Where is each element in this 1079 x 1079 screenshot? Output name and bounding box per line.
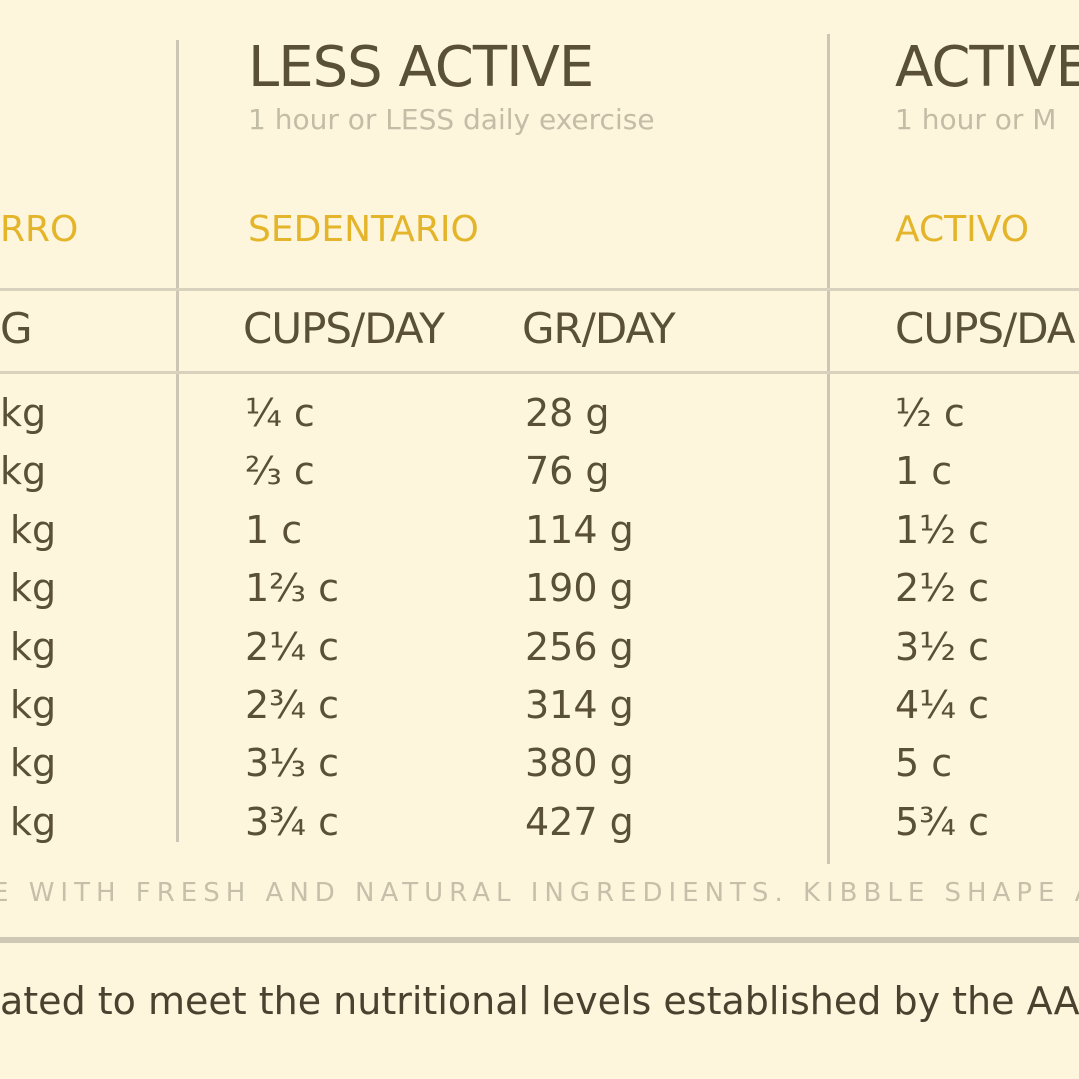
weight-cell: kg [0,449,47,494]
amount-cell: 256 g [525,624,634,669]
spanish-label: RRO [0,209,79,250]
column-divider [176,40,179,842]
row-divider [0,371,1079,374]
weight-cell: kg [10,799,57,844]
spanish-label: SEDENTARIO [248,209,479,250]
amount-cell: 1 c [895,449,953,494]
column-subtitle: 1 hour or M [895,103,1057,136]
spanish-label: ACTIVO [895,209,1030,250]
amount-cell: ½ c [895,391,965,435]
tagline: E WITH FRESH AND NATURAL INGREDIENTS. KI… [0,878,1079,908]
amount-cell: 3⅓ c [245,741,339,786]
amount-cell: 2¼ c [245,624,339,669]
amount-cell: 5¾ c [895,799,989,844]
row-divider [0,288,1079,291]
column-title: ACTIVE [895,35,1079,100]
weight-cell: kg [10,624,57,669]
amount-cell: 28 g [525,391,610,435]
amount-cell: ⅔ c [245,449,315,494]
weight-cell: kg [10,507,57,552]
amount-cell: 2¾ c [245,683,339,727]
statement: ated to meet the nutritional levels esta… [0,979,1079,1023]
amount-cell: 5 c [895,741,953,786]
amount-cell: 114 g [525,507,634,552]
weight-cell: kg [10,566,57,611]
amount-cell: 4¼ c [895,683,989,727]
amount-cell: 1 c [245,507,303,552]
unit-header: CUPS/DA [895,304,1076,353]
amount-cell: 2½ c [895,566,989,611]
column-title: LESS ACTIVE [248,35,594,100]
amount-cell: 427 g [525,799,634,844]
unit-header: CUPS/DAY [243,304,445,353]
amount-cell: 3¾ c [245,799,339,844]
amount-cell: ¼ c [245,391,315,435]
amount-cell: 314 g [525,683,634,727]
weight-cell: kg [10,683,57,727]
amount-cell: 3½ c [895,624,989,669]
footer-rule [0,937,1079,943]
amount-cell: 190 g [525,566,634,611]
column-divider [827,34,830,864]
unit-header: GR/DAY [522,304,676,353]
column-subtitle: 1 hour or LESS daily exercise [248,103,655,136]
unit-header: G [0,304,33,353]
weight-cell: kg [10,741,57,786]
amount-cell: 1½ c [895,507,989,552]
amount-cell: 76 g [525,449,610,494]
weight-cell: kg [0,391,47,435]
amount-cell: 380 g [525,741,634,786]
amount-cell: 1⅔ c [245,566,339,611]
